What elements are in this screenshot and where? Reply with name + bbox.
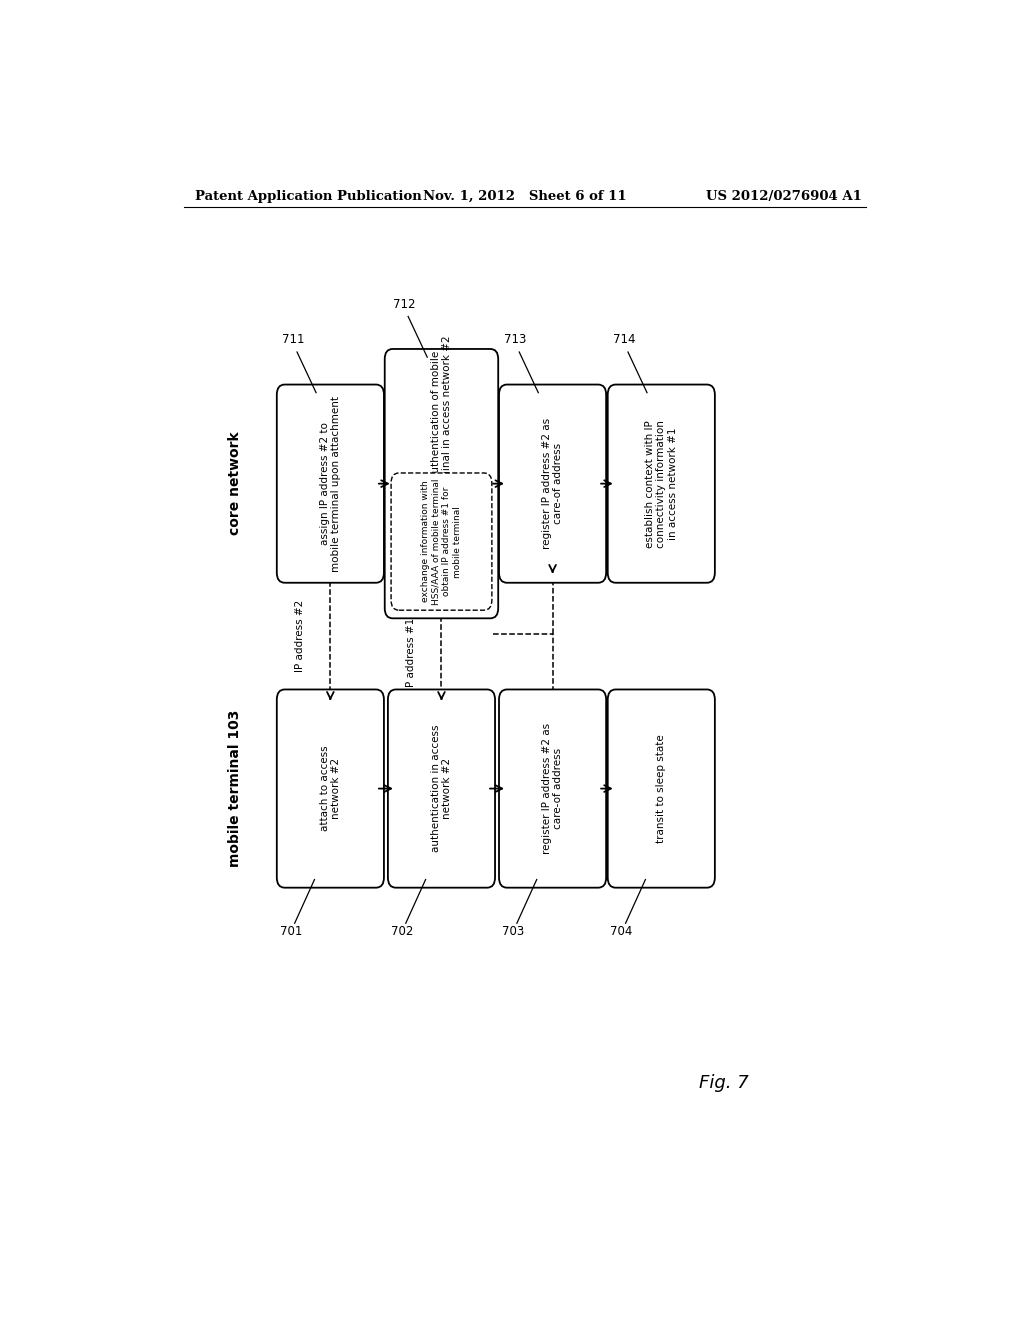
Text: Fig. 7: Fig. 7: [699, 1074, 750, 1093]
Text: 702: 702: [390, 925, 413, 939]
Text: register IP address #2 as
care-of address: register IP address #2 as care-of addres…: [542, 723, 563, 854]
Text: assign IP address #2 to
mobile terminal upon attachment: assign IP address #2 to mobile terminal …: [319, 396, 341, 572]
Text: core network: core network: [228, 432, 242, 536]
Text: 711: 711: [282, 334, 304, 346]
Text: IP address #1: IP address #1: [407, 618, 417, 690]
FancyBboxPatch shape: [499, 689, 606, 887]
FancyBboxPatch shape: [276, 384, 384, 582]
Text: register IP address #2 as
care-of address: register IP address #2 as care-of addres…: [542, 418, 563, 549]
Text: 712: 712: [393, 298, 416, 310]
FancyBboxPatch shape: [499, 384, 606, 582]
FancyBboxPatch shape: [607, 384, 715, 582]
Text: IP address #2: IP address #2: [295, 601, 305, 672]
Text: 703: 703: [502, 925, 524, 939]
FancyBboxPatch shape: [391, 473, 492, 610]
Text: authentication of mobile
terminal in access network #2: authentication of mobile terminal in acc…: [431, 335, 453, 495]
Text: 704: 704: [610, 925, 633, 939]
Text: 713: 713: [504, 334, 526, 346]
Text: 701: 701: [280, 925, 302, 939]
FancyBboxPatch shape: [385, 348, 499, 618]
Text: transit to sleep state: transit to sleep state: [656, 734, 667, 843]
Text: mobile terminal 103: mobile terminal 103: [228, 710, 242, 867]
Text: Patent Application Publication: Patent Application Publication: [196, 190, 422, 202]
Text: exchange information with
HSS/AAA of mobile terminal
obtain IP address #1 for
mo: exchange information with HSS/AAA of mob…: [421, 478, 462, 605]
FancyBboxPatch shape: [388, 689, 495, 887]
Text: 714: 714: [612, 334, 635, 346]
Text: establish context with IP
connectivity information
in access network #1: establish context with IP connectivity i…: [645, 420, 678, 548]
Text: Nov. 1, 2012   Sheet 6 of 11: Nov. 1, 2012 Sheet 6 of 11: [423, 190, 627, 202]
FancyBboxPatch shape: [607, 689, 715, 887]
Text: attach to access
network #2: attach to access network #2: [319, 746, 341, 832]
Text: US 2012/0276904 A1: US 2012/0276904 A1: [707, 190, 862, 202]
FancyBboxPatch shape: [276, 689, 384, 887]
Text: authentication in access
network #2: authentication in access network #2: [431, 725, 453, 853]
